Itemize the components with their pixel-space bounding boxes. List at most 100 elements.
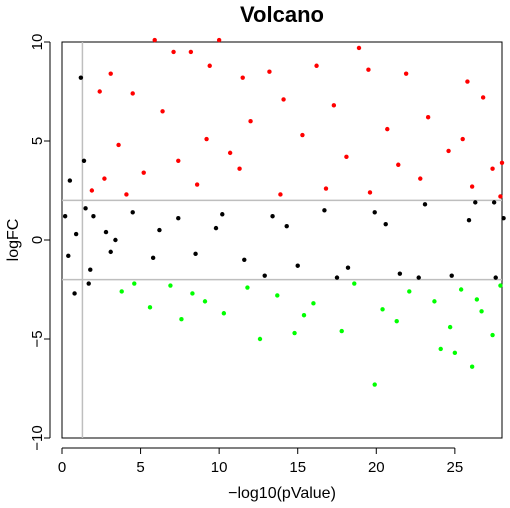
scatter-point xyxy=(176,158,181,163)
scatter-point xyxy=(469,364,475,369)
x-tick-label: 20 xyxy=(368,459,385,476)
scatter-point xyxy=(383,221,388,227)
scatter-point xyxy=(334,275,340,280)
scatter-point xyxy=(102,176,107,181)
scatter-point xyxy=(281,97,286,102)
scatter-point xyxy=(78,75,84,80)
scatter-point xyxy=(193,251,198,257)
scatter-point xyxy=(292,330,297,336)
scatter-point xyxy=(432,299,437,304)
x-tick-label: 15 xyxy=(289,459,306,476)
scatter-point xyxy=(124,192,129,197)
scatter-point xyxy=(150,255,156,261)
scatter-point xyxy=(425,115,431,120)
scatter-point xyxy=(267,69,272,74)
scatter-point xyxy=(171,49,176,55)
scatter-point xyxy=(275,293,280,298)
reference-lines xyxy=(62,42,502,438)
scatter-point xyxy=(113,237,118,243)
scatter-point xyxy=(67,178,73,183)
scatter-point xyxy=(397,271,403,276)
scatter-point xyxy=(284,223,289,229)
scatter-point xyxy=(262,273,267,278)
scatter-point xyxy=(220,212,225,217)
scatter-point xyxy=(372,210,377,215)
y-tick-label: −10 xyxy=(29,425,46,450)
scatter-point xyxy=(190,291,195,296)
scatter-point xyxy=(227,150,233,156)
scatter-point xyxy=(473,200,478,205)
scatter-point xyxy=(116,142,121,148)
scatter-point xyxy=(216,37,222,43)
scatter-point xyxy=(66,253,71,259)
plot-frame xyxy=(61,41,503,439)
scatter-point xyxy=(352,281,357,286)
scatter-point xyxy=(372,382,377,387)
scatter-point xyxy=(366,67,371,72)
scatter-point xyxy=(108,71,113,76)
scatter-point xyxy=(130,91,135,96)
scatter-point xyxy=(499,160,505,165)
scatter-point xyxy=(418,176,423,181)
scatter-point xyxy=(469,184,475,189)
y-tick-label: −5 xyxy=(29,330,46,347)
scatter-point xyxy=(493,275,498,280)
chart-title: Volcano xyxy=(240,2,324,27)
scatter-point xyxy=(168,283,173,288)
scatter-point xyxy=(278,192,283,197)
scatter-point xyxy=(119,289,124,294)
scatter-point xyxy=(157,227,162,233)
scatter-point xyxy=(300,132,305,138)
scatter-point xyxy=(147,305,153,310)
scatter-point xyxy=(62,214,68,219)
scatter-point xyxy=(81,158,87,163)
scatter-point xyxy=(498,283,503,288)
scatter-point xyxy=(323,186,329,191)
scatter-point xyxy=(394,318,399,324)
x-tick-label: 25 xyxy=(447,459,464,476)
scatter-point xyxy=(322,208,327,213)
scatter-point xyxy=(204,136,209,142)
scatter-point xyxy=(160,109,165,114)
scatter-point xyxy=(188,49,194,55)
data-points xyxy=(62,37,506,387)
scatter-point xyxy=(501,216,506,221)
scatter-point xyxy=(213,225,219,231)
scatter-point xyxy=(194,182,200,187)
scatter-point xyxy=(438,346,443,352)
scatter-point xyxy=(301,313,307,318)
scatter-point xyxy=(474,297,480,302)
scatter-point xyxy=(221,311,227,316)
scatter-point xyxy=(141,170,146,175)
scatter-point xyxy=(72,291,77,296)
scatter-point xyxy=(449,273,454,278)
y-tick-label: 5 xyxy=(29,137,46,145)
x-tick-label: 5 xyxy=(136,459,144,476)
scatter-point xyxy=(91,214,96,219)
scatter-point xyxy=(465,79,470,84)
scatter-point xyxy=(407,289,412,294)
scatter-point xyxy=(422,202,428,207)
scatter-point xyxy=(257,336,263,342)
scatter-point xyxy=(480,95,486,100)
scatter-point xyxy=(339,328,344,334)
scatter-point xyxy=(207,63,212,68)
scatter-point xyxy=(466,218,472,223)
scatter-point xyxy=(295,263,300,268)
scatter-point xyxy=(344,154,349,160)
scatter-point xyxy=(179,317,184,322)
y-tick-label: 0 xyxy=(29,236,46,244)
scatter-point xyxy=(452,350,458,356)
scatter-point xyxy=(248,119,253,124)
scatter-point xyxy=(97,89,102,94)
scatter-point xyxy=(367,190,373,195)
y-axis-label: logFC xyxy=(5,219,22,262)
scatter-point xyxy=(245,285,250,290)
scatter-point xyxy=(73,231,79,237)
x-tick-label: 10 xyxy=(211,459,228,476)
scatter-point xyxy=(491,200,497,205)
scatter-point xyxy=(108,249,113,255)
scatter-point xyxy=(311,301,316,306)
scatter-point xyxy=(237,166,242,171)
